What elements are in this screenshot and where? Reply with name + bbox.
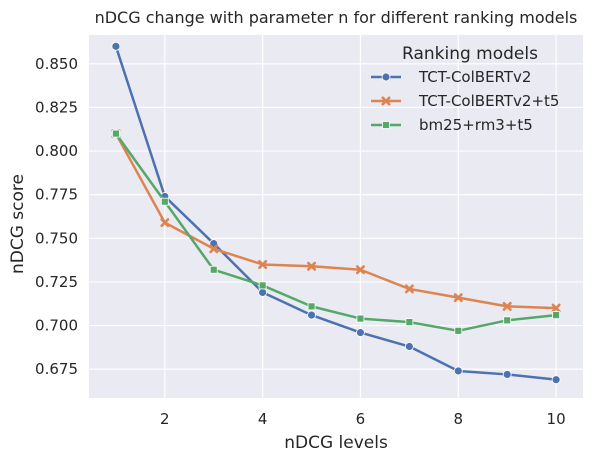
data-point <box>210 266 217 273</box>
data-point <box>356 329 364 337</box>
data-point <box>112 42 120 50</box>
legend-label: TCT-ColBERTv2 <box>418 68 531 86</box>
data-point <box>504 317 511 324</box>
legend-title: Ranking models <box>402 44 538 64</box>
x-tick-label: 6 <box>356 410 366 428</box>
y-tick-label: 0.700 <box>35 317 78 335</box>
data-point <box>406 319 413 326</box>
y-tick-label: 0.775 <box>35 186 78 204</box>
data-point <box>112 130 119 137</box>
data-point <box>259 288 267 296</box>
y-tick-label: 0.850 <box>35 55 78 73</box>
y-axis-title: nDCG score <box>8 174 28 274</box>
x-tick-label: 10 <box>547 410 566 428</box>
data-point <box>455 327 462 334</box>
x-tick-label: 2 <box>160 410 170 428</box>
y-tick-label: 0.800 <box>35 142 78 160</box>
data-point <box>405 343 413 351</box>
x-axis-title: nDCG levels <box>284 433 388 453</box>
data-point <box>161 198 168 205</box>
legend-label: TCT-ColBERTv2+t5 <box>418 92 559 110</box>
legend-marker <box>382 73 390 81</box>
y-tick-label: 0.675 <box>35 360 78 378</box>
x-tick-label: 8 <box>454 410 464 428</box>
y-tick-label: 0.725 <box>35 273 78 291</box>
legend-marker <box>383 122 390 129</box>
data-point <box>259 282 266 289</box>
data-point <box>454 367 462 375</box>
y-tick-label: 0.750 <box>35 229 78 247</box>
data-point <box>552 376 560 384</box>
data-point <box>308 303 315 310</box>
y-tick-label: 0.825 <box>35 98 78 116</box>
x-tick-label: 4 <box>258 410 268 428</box>
data-point <box>357 315 364 322</box>
data-point <box>308 311 316 319</box>
legend-label: bm25+rm3+t5 <box>419 116 533 134</box>
data-point <box>553 312 560 319</box>
plot-area <box>89 35 583 398</box>
data-point <box>503 370 511 378</box>
chart-title: nDCG change with parameter n for differe… <box>95 8 578 27</box>
